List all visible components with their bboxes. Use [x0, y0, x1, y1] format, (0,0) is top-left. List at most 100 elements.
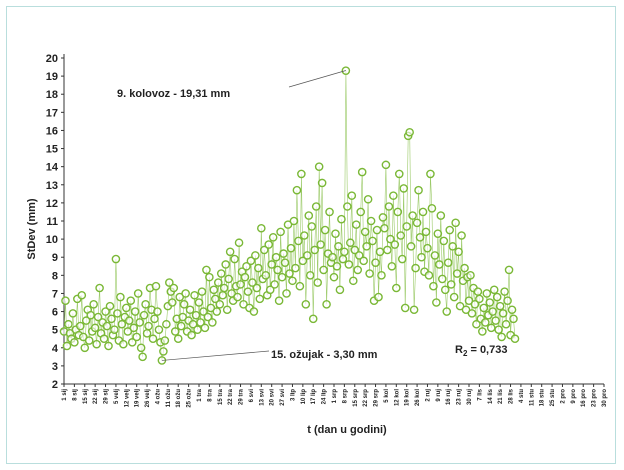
data-point — [442, 307, 452, 316]
data-point — [439, 236, 449, 246]
data-point — [440, 285, 450, 295]
data-point — [393, 207, 403, 217]
x-tick-label: 6 svi — [249, 389, 255, 403]
y-tick-label: 3 — [52, 361, 58, 373]
data-point — [64, 319, 73, 329]
data-point — [429, 281, 438, 291]
data-point — [389, 191, 398, 200]
data-point — [221, 260, 231, 269]
data-point — [133, 289, 143, 298]
data-point — [178, 312, 187, 322]
y-tick-label: 11 — [46, 216, 58, 228]
data-point — [130, 307, 140, 316]
data-point — [368, 236, 377, 246]
data-point — [261, 271, 271, 280]
data-point — [394, 169, 404, 179]
x-tick-label: 9 ruj — [436, 389, 442, 402]
x-tick-label: 1 tra — [197, 388, 203, 401]
y-tick-label: 9 — [52, 252, 58, 264]
data-point — [206, 303, 216, 313]
x-tick-label: 1 sij — [62, 389, 68, 401]
data-point — [295, 281, 305, 291]
r-squared-subscript: 2 — [463, 349, 468, 358]
data-point — [252, 283, 262, 293]
data-point — [154, 325, 164, 334]
data-point — [433, 229, 443, 238]
x-tick-label: 20 svi — [270, 389, 276, 406]
data-point — [510, 334, 520, 344]
data-point — [234, 238, 244, 248]
data-point — [348, 276, 358, 286]
data-point — [162, 319, 171, 329]
data-point — [307, 222, 317, 231]
data-point — [509, 314, 518, 324]
data-point — [200, 323, 210, 333]
data-point — [329, 272, 339, 282]
data-point — [116, 292, 125, 302]
y-tick-label: 8 — [52, 270, 58, 282]
data-point — [61, 296, 70, 305]
data-point — [77, 290, 87, 300]
data-point — [264, 240, 274, 249]
plot-area: 2 3 4 5 6 7 8 9 10 11 12 13 14 15 16 17 18 19 20 1 sij 8 sij… — [46, 53, 608, 408]
data-point — [328, 252, 337, 262]
data-point — [302, 251, 312, 260]
data-point — [141, 300, 150, 309]
data-point — [273, 265, 282, 275]
data-point — [406, 242, 416, 251]
data-point — [286, 243, 296, 253]
x-tick-label: 17 lip — [311, 389, 317, 405]
data-point — [405, 127, 414, 137]
data-point — [225, 247, 235, 257]
data-point — [119, 339, 128, 349]
data-point — [211, 294, 220, 304]
data-point — [451, 218, 460, 228]
data-point — [501, 319, 511, 329]
data-point — [461, 305, 471, 315]
data-point — [169, 283, 179, 293]
data-point — [475, 294, 484, 304]
data-point — [213, 278, 223, 287]
data-point — [322, 300, 331, 309]
data-point — [257, 223, 266, 233]
data-point — [80, 343, 90, 353]
data-point — [311, 202, 321, 211]
data-point — [356, 207, 366, 217]
data-point — [383, 245, 392, 255]
data-point — [491, 316, 501, 325]
data-point — [185, 305, 195, 315]
data-point — [507, 305, 517, 315]
data-point — [359, 256, 368, 266]
data-point — [70, 338, 79, 347]
data-point — [84, 336, 94, 345]
data-point — [254, 263, 263, 273]
x-tick-label: 11 stu — [529, 389, 535, 406]
data-point — [437, 274, 447, 284]
x-tick-label: 30 pro — [602, 389, 608, 407]
data-point — [294, 236, 303, 246]
data-point — [270, 280, 279, 289]
data-point — [135, 318, 144, 327]
data-point — [412, 218, 422, 228]
y-tick-label: 19 — [46, 71, 58, 83]
data-point — [363, 194, 373, 204]
x-tick-label: 30 ruj — [467, 389, 473, 405]
x-tick-label: 21 lis — [498, 388, 504, 404]
y-tick-label: 16 — [46, 125, 58, 137]
annotation-max-label: 9. kolovoz - 19,31 mm — [117, 88, 230, 100]
data-point — [460, 263, 469, 273]
x-tick-label: 13 svi — [259, 389, 265, 406]
data-point — [203, 312, 213, 322]
x-tick-label: 25 ožu — [187, 389, 193, 408]
x-tick-label: 4 ožu — [155, 389, 161, 405]
data-point — [432, 298, 441, 307]
data-point — [159, 347, 168, 356]
x-tick-label: 5 velj — [114, 389, 120, 404]
data-point — [353, 265, 363, 275]
data-point — [218, 290, 228, 300]
data-point — [497, 332, 506, 342]
x-tick-label: 2 pro — [560, 389, 566, 404]
data-point — [504, 265, 514, 275]
data-point — [224, 274, 233, 284]
data-point — [233, 292, 242, 302]
